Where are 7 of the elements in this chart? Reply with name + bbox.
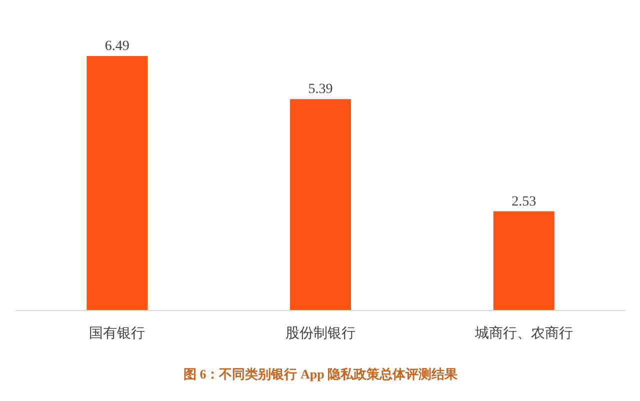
x-tick-label: 国有银行	[89, 326, 146, 342]
data-label: 6.49	[104, 38, 130, 54]
x-tick-label: 股份制银行	[286, 326, 356, 342]
text: 图 6：不同类别银行 App 隐私政策总体评测结果	[183, 366, 459, 382]
x-tick-label: 城商行、农商行	[474, 326, 573, 342]
data-label: 2.53	[512, 194, 536, 210]
data-label: 5.39	[308, 82, 333, 98]
